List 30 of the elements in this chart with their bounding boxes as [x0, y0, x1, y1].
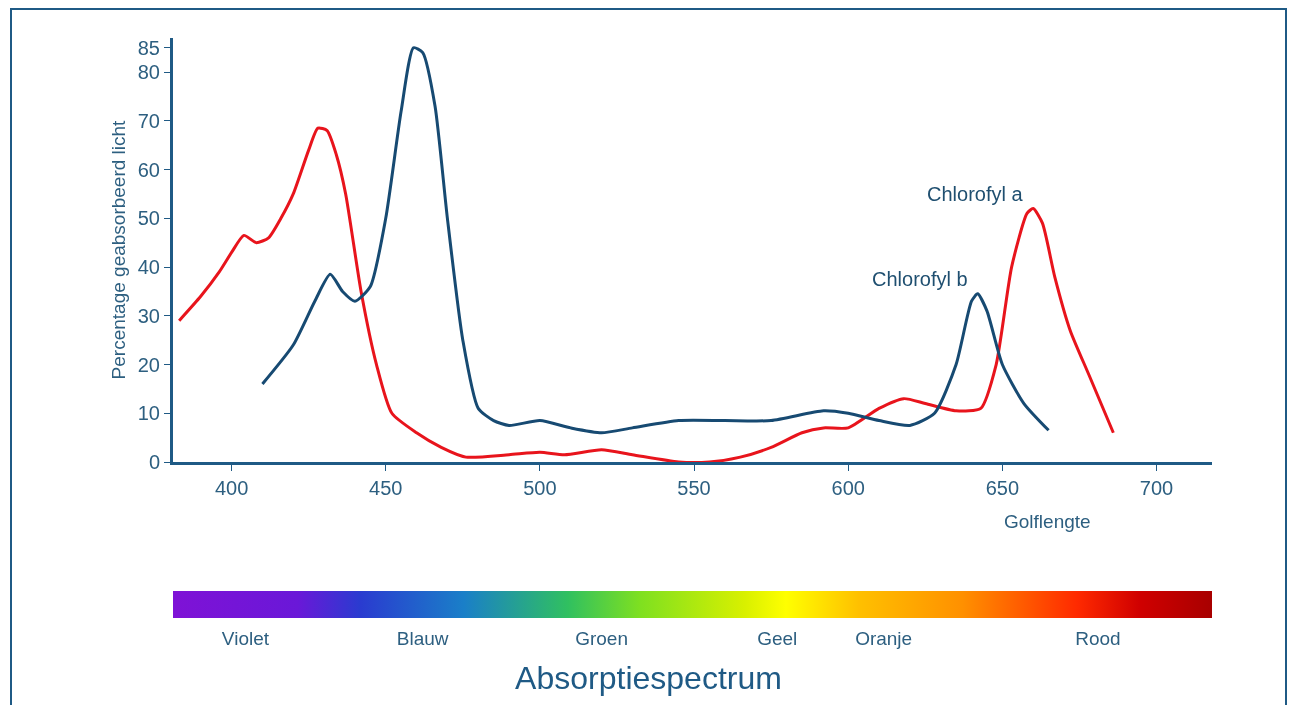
series-label: Chlorofyl a [927, 183, 1024, 205]
y-tick-label: 60 [137, 158, 160, 181]
x-tick-label: 700 [1139, 477, 1174, 499]
y-tick-label: 50 [137, 207, 160, 230]
y-tick-label: 80 [137, 61, 160, 84]
x-tick-label: 450 [369, 477, 403, 499]
y-axis-title: Percentage geabsorbeerd licht [107, 119, 129, 380]
text: Blauw [396, 628, 449, 650]
text: Absorptiespectrum [514, 660, 783, 697]
text: Rood [1075, 628, 1121, 650]
text: Geel [757, 628, 798, 650]
y-tick-label: 40 [137, 256, 160, 279]
series-label: Chlorofyl b [872, 268, 968, 290]
x-axis-title: Golflengte [1004, 511, 1091, 532]
y-tick-label: 70 [137, 109, 160, 132]
line-series [177, 126, 1115, 462]
text: Oranje [855, 628, 913, 650]
x-tick-label: 650 [985, 477, 1020, 499]
text: Groen [575, 628, 628, 650]
x-tick-label: 400 [214, 477, 249, 499]
y-tick-label: 30 [137, 304, 160, 327]
y-tick-label: 85 [137, 36, 160, 59]
y-tick-label: 0 [148, 451, 160, 473]
text: Violet [221, 628, 270, 650]
x-tick-label: 500 [523, 477, 557, 499]
line-series [260, 46, 1051, 435]
x-tick-label: 600 [831, 477, 865, 499]
y-tick-label: 10 [137, 402, 160, 425]
x-tick-label: 550 [677, 477, 711, 499]
y-tick-label: 20 [137, 353, 160, 376]
